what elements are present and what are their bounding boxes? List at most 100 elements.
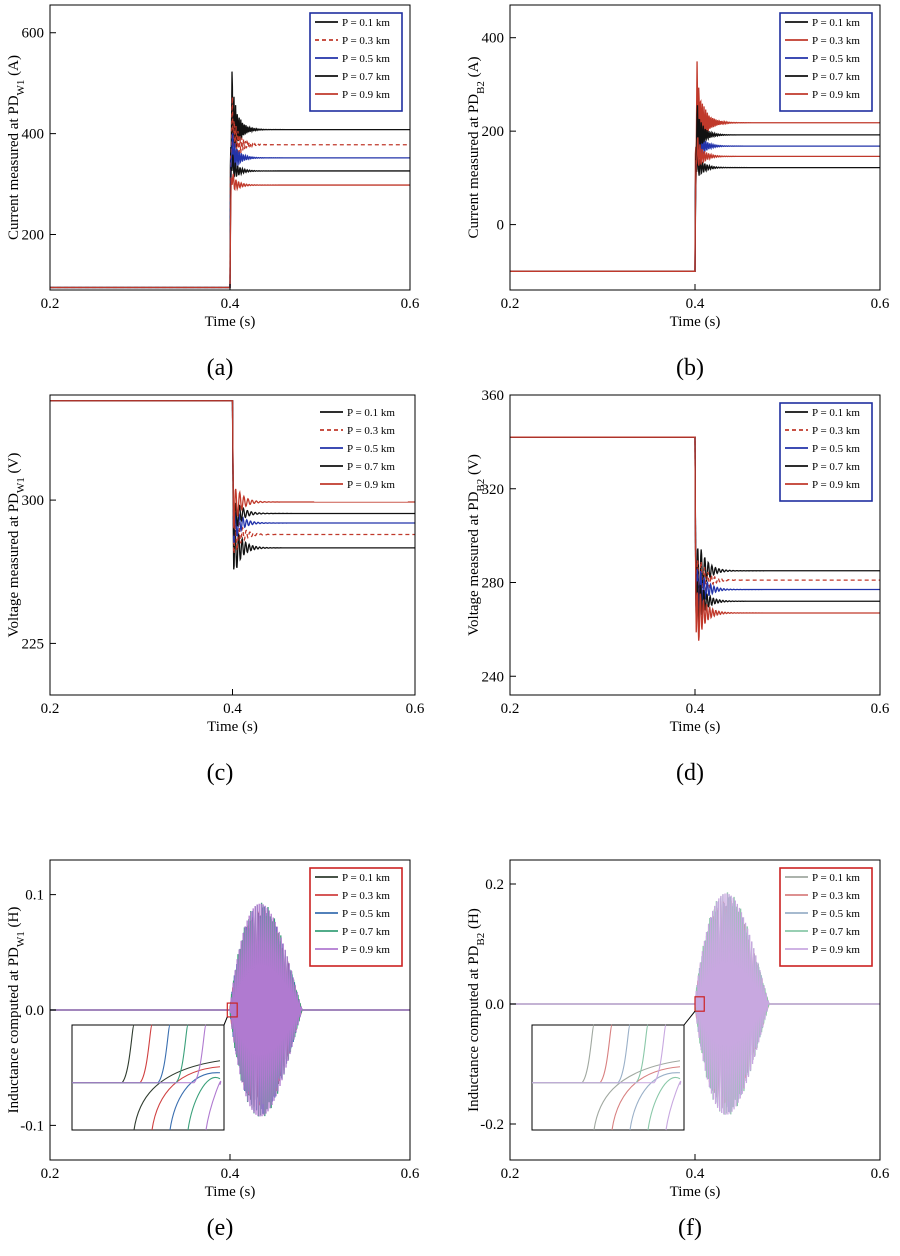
panel-label: (c) (207, 760, 234, 786)
x-axis-label: Time (s) (670, 314, 721, 330)
legend-entry: P = 0.3 km (812, 425, 860, 437)
x-axis-label: Time (s) (670, 719, 721, 735)
plot-area (510, 436, 880, 641)
y-tick-label: 225 (22, 636, 45, 652)
y-tick-label: 200 (22, 228, 45, 244)
y-tick-label: 300 (22, 493, 45, 509)
x-axis-label: Time (s) (205, 314, 256, 330)
x-tick-label: 0.6 (871, 701, 890, 717)
legend-entry: P = 0.3 km (342, 890, 390, 902)
y-tick-label: 0.0 (25, 1003, 44, 1019)
y-tick-label: 360 (482, 388, 505, 404)
x-axis-label: Time (s) (670, 1184, 721, 1200)
x-tick-label: 0.6 (406, 701, 425, 717)
legend-entry: P = 0.3 km (342, 35, 390, 47)
y-tick-label: -0.2 (480, 1117, 504, 1133)
zoom-inset (531, 1010, 696, 1131)
x-axis-label: Time (s) (207, 719, 258, 735)
legend-entry: P = 0.9 km (812, 89, 860, 101)
chart-panel-b: 0.2 0.4 0.6 0 200 400 Time (s) Current measured… (466, 4, 890, 381)
y-axis-label: Voltage measured at PDB2 (V) (466, 454, 487, 636)
y-tick-label: 0.0 (485, 997, 504, 1013)
y-axis-label: Voltage measured at PDW1 (V) (6, 453, 27, 638)
inset-pointer-arrow (223, 1016, 228, 1026)
legend-entry: P = 0.9 km (347, 479, 395, 491)
legend-entry: P = 0.1 km (342, 17, 390, 29)
legend-entry: P = 0.1 km (812, 17, 860, 29)
legend: P = 0.1 km P = 0.3 km P = 0.5 km P = 0.7 km… (309, 867, 403, 967)
legend-entry: P = 0.5 km (812, 53, 860, 65)
chart-panel-f: 0.2 0.4 0.6 -0.2 0.0 0.2 Time (s) Inductance co… (466, 859, 890, 1241)
legend-entry: P = 0.5 km (342, 908, 390, 920)
x-tick-label: 0.2 (41, 701, 60, 717)
inset-series-5 (72, 1024, 222, 1131)
y-axis-label: Inductance computed at PDW1 (H) (6, 907, 27, 1114)
y-tick-label: 280 (482, 576, 505, 592)
y-tick-label: 0.2 (485, 877, 504, 893)
y-tick-label: 0.1 (25, 888, 44, 904)
legend-entry: P = 0.7 km (812, 461, 860, 473)
panel-label: (f) (678, 1215, 702, 1241)
legend: P = 0.1 km P = 0.3 km P = 0.5 km P = 0.7 km… (779, 12, 873, 112)
y-tick-label: 600 (22, 26, 45, 42)
y-tick-label: -0.1 (20, 1118, 44, 1134)
inset-frame (71, 1024, 225, 1131)
legend-entry: P = 0.3 km (812, 890, 860, 902)
x-tick-label: 0.4 (686, 701, 705, 717)
x-tick-label: 0.4 (223, 701, 242, 717)
legend-entry: P = 0.9 km (342, 89, 390, 101)
plot-area (50, 400, 415, 570)
y-tick-label: 240 (482, 669, 505, 685)
x-axis-label: Time (s) (205, 1184, 256, 1200)
legend-entry: P = 0.3 km (347, 425, 395, 437)
x-tick-label: 0.2 (501, 1166, 520, 1182)
legend: P = 0.1 km P = 0.3 km P = 0.5 km P = 0.7 km… (779, 867, 873, 967)
legend-entry: P = 0.9 km (812, 944, 860, 956)
chart-panel-e: 0.2 0.4 0.6 -0.1 0.0 0.1 Time (s) Inductance co… (6, 859, 420, 1241)
y-axis-label: Current measured at PDW1 (A) (6, 55, 27, 240)
legend: P = 0.1 km P = 0.3 km P = 0.5 km P = 0.7 km… (309, 12, 403, 112)
legend-entry: P = 0.9 km (812, 479, 860, 491)
series-line-5 (50, 400, 415, 530)
x-tick-label: 0.2 (41, 1166, 60, 1182)
y-tick-label: 200 (482, 124, 505, 140)
x-tick-label: 0.2 (501, 296, 520, 312)
plot-area (50, 902, 410, 1117)
legend-entry: P = 0.7 km (812, 71, 860, 83)
x-tick-label: 0.4 (686, 1166, 705, 1182)
x-tick-label: 0.4 (221, 296, 240, 312)
series-line-5 (510, 436, 880, 641)
inset-frame (531, 1024, 685, 1131)
legend-entry: P = 0.5 km (812, 443, 860, 455)
panel-label: (b) (676, 355, 704, 381)
inset-pointer-arrow (683, 1010, 696, 1026)
series-line-5 (510, 137, 880, 272)
y-tick-label: 400 (22, 127, 45, 143)
y-tick-label: 320 (482, 482, 505, 498)
x-tick-label: 0.4 (686, 296, 705, 312)
x-tick-label: 0.4 (221, 1166, 240, 1182)
inset-marker-box (694, 996, 705, 1012)
panel-label: (a) (207, 355, 234, 381)
inset-marker-box (226, 1002, 238, 1018)
legend: P = 0.1 km P = 0.3 km P = 0.5 km P = 0.7 km… (314, 402, 408, 502)
y-tick-label: 400 (482, 31, 505, 47)
legend-entry: P = 0.1 km (347, 407, 395, 419)
legend-entry: P = 0.1 km (812, 407, 860, 419)
x-tick-label: 0.6 (401, 296, 420, 312)
inset-series-5 (532, 1024, 682, 1131)
legend: P = 0.1 km P = 0.3 km P = 0.5 km P = 0.7 km… (779, 402, 873, 502)
y-axis-label: Inductance computed at PDB2 (H) (466, 908, 487, 1112)
legend-entry: P = 0.1 km (342, 872, 390, 884)
y-axis-label: Current measured at PDB2 (A) (466, 57, 487, 239)
x-tick-label: 0.6 (871, 1166, 890, 1182)
legend-entry: P = 0.9 km (342, 944, 390, 956)
legend-entry: P = 0.7 km (812, 926, 860, 938)
legend-entry: P = 0.7 km (342, 71, 390, 83)
y-tick-label: 0 (497, 218, 505, 234)
x-tick-label: 0.2 (501, 701, 520, 717)
panel-label: (d) (676, 760, 704, 786)
x-tick-label: 0.6 (401, 1166, 420, 1182)
chart-panel-c: 0.2 0.4 0.6 225 300 Time (s) Voltage measured … (6, 394, 425, 786)
